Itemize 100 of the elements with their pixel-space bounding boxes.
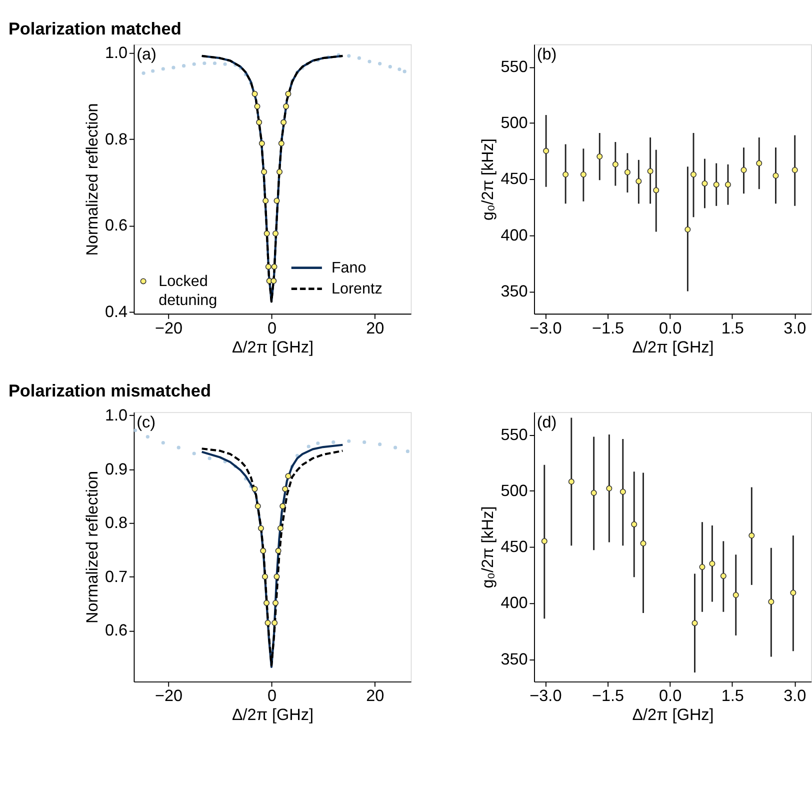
point bbox=[270, 278, 277, 284]
annotation: (a) bbox=[136, 46, 156, 64]
point bbox=[620, 488, 626, 495]
point bbox=[161, 67, 165, 71]
x-tick-label: 20 bbox=[366, 319, 384, 338]
point bbox=[357, 56, 361, 60]
point bbox=[541, 538, 548, 544]
x-tick-label: −1.5 bbox=[592, 687, 624, 706]
point bbox=[146, 435, 150, 439]
point bbox=[790, 590, 796, 596]
point bbox=[332, 440, 336, 444]
point bbox=[142, 71, 146, 75]
y-axis-title: Normalized reflection bbox=[83, 103, 102, 256]
point bbox=[768, 598, 774, 605]
point bbox=[260, 548, 266, 554]
point bbox=[271, 264, 278, 270]
point bbox=[161, 440, 165, 445]
point bbox=[756, 160, 762, 166]
x-tick-label: 20 bbox=[366, 687, 384, 706]
point bbox=[640, 540, 646, 546]
point bbox=[792, 167, 798, 174]
point bbox=[202, 61, 206, 66]
legend-label: Locked detuning bbox=[158, 272, 218, 310]
point bbox=[606, 485, 612, 492]
y-axis-title: Normalized reflection bbox=[83, 471, 102, 624]
point bbox=[254, 503, 261, 510]
chart-title: Polarization matched bbox=[8, 18, 182, 38]
point bbox=[772, 172, 779, 179]
y-tick-label: 400 bbox=[500, 594, 528, 612]
point bbox=[278, 140, 284, 146]
point bbox=[285, 473, 292, 480]
legend-label: Lorentz bbox=[331, 280, 382, 298]
point bbox=[748, 532, 755, 539]
point bbox=[252, 486, 258, 492]
point bbox=[653, 187, 660, 194]
point bbox=[568, 478, 574, 485]
y-tick-label: 1.0 bbox=[104, 44, 128, 62]
x-tick-label: 0 bbox=[267, 687, 276, 706]
point bbox=[368, 60, 372, 64]
point bbox=[316, 441, 320, 446]
point bbox=[590, 490, 597, 496]
y-tick-label: 0.6 bbox=[104, 216, 128, 235]
point bbox=[254, 103, 260, 110]
point bbox=[285, 90, 292, 97]
point bbox=[647, 168, 654, 174]
point bbox=[208, 456, 212, 460]
point bbox=[740, 167, 747, 174]
point bbox=[580, 172, 586, 178]
point bbox=[596, 154, 603, 160]
point bbox=[306, 444, 310, 448]
point bbox=[378, 62, 382, 66]
point bbox=[256, 119, 262, 126]
point bbox=[562, 172, 569, 178]
point bbox=[402, 70, 406, 74]
y-tick-label: 350 bbox=[500, 282, 528, 300]
point bbox=[274, 574, 280, 580]
chart-title: Polarization mismatched bbox=[8, 380, 211, 401]
y-tick-label: 0.9 bbox=[104, 460, 128, 478]
point bbox=[274, 198, 280, 204]
point bbox=[724, 182, 731, 188]
point bbox=[192, 62, 196, 66]
point bbox=[394, 446, 398, 450]
point bbox=[543, 148, 550, 154]
point bbox=[378, 442, 382, 446]
y-tick-label: 350 bbox=[500, 650, 528, 668]
point bbox=[262, 198, 269, 204]
x-tick-label: −20 bbox=[155, 319, 183, 338]
point bbox=[702, 180, 708, 186]
y-tick-label: 450 bbox=[500, 170, 528, 188]
y-tick-label: 0.7 bbox=[104, 568, 128, 586]
x-tick-label: 1.5 bbox=[721, 319, 744, 338]
point bbox=[223, 62, 227, 66]
y-tick-label: 0.8 bbox=[104, 514, 128, 532]
legend-label: Fano bbox=[331, 260, 366, 277]
point bbox=[272, 600, 279, 606]
annotation: (d) bbox=[536, 413, 557, 432]
point bbox=[347, 439, 351, 443]
point bbox=[258, 140, 265, 146]
y-tick-label: 0.6 bbox=[104, 622, 128, 640]
point bbox=[272, 230, 279, 237]
point bbox=[699, 564, 706, 570]
point bbox=[282, 486, 288, 492]
x-tick-label: 0.0 bbox=[659, 687, 682, 706]
y-axis-title: g₀/2π [kHz] bbox=[479, 506, 498, 588]
point bbox=[264, 620, 271, 626]
x-tick-label: 3.0 bbox=[784, 319, 806, 338]
point bbox=[283, 103, 290, 110]
x-axis-title: Δ/2π [GHz] bbox=[232, 338, 314, 356]
point bbox=[631, 521, 638, 528]
point bbox=[212, 61, 217, 66]
point bbox=[272, 620, 278, 626]
y-tick-label: 550 bbox=[500, 58, 528, 76]
annotation: (c) bbox=[136, 413, 156, 432]
x-tick-label: 0.0 bbox=[659, 319, 682, 338]
point bbox=[252, 90, 258, 97]
x-tick-label: −20 bbox=[155, 687, 183, 706]
x-tick-label: −3.0 bbox=[530, 687, 562, 706]
annotation: (b) bbox=[536, 46, 557, 64]
point bbox=[265, 264, 272, 270]
point bbox=[261, 168, 268, 175]
